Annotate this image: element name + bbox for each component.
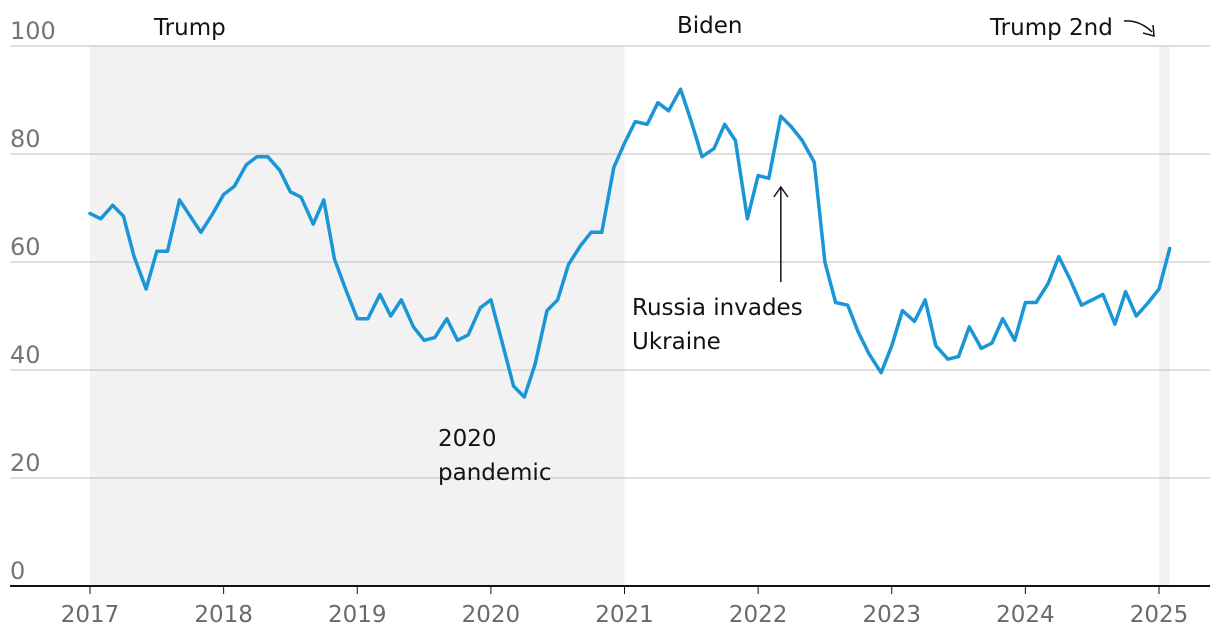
series-line: [88, 87, 1172, 399]
annotation-pandemic-line-1: pandemic: [438, 460, 551, 486]
gridlines-group: [10, 45, 1210, 479]
y-tick-label-100: 100: [10, 17, 56, 45]
period-label-trump-2nd: Trump 2nd: [989, 15, 1113, 41]
annotation-pandemic-line-0: 2020: [438, 426, 497, 452]
trump-2nd-arrow-head: [1142, 24, 1155, 38]
period-label-trump: Trump: [153, 15, 226, 41]
period-label-biden: Biden: [677, 13, 743, 39]
y-tick-label-20: 20: [10, 449, 41, 477]
series-group: [88, 87, 1172, 399]
y-tick-label-80: 80: [10, 125, 41, 153]
x-axis-group: 2017 2018 2019 2020 2021 2022 2023 2024 2025: [10, 585, 1210, 628]
y-axis-ticks-group: 0 20 40 60 80 100: [10, 17, 56, 585]
y-tick-label-0: 0: [10, 557, 25, 585]
period-shade-2: [1159, 46, 1170, 586]
x-tick-label-2023: 2023: [862, 602, 921, 628]
x-tick-label-2021: 2021: [595, 602, 654, 628]
x-tick-label-2022: 2022: [729, 602, 788, 628]
annotations-group: 2020 pandemic Russia invades Ukraine: [438, 185, 803, 486]
x-tick-label-2025: 2025: [1130, 602, 1189, 628]
x-tick-label-2018: 2018: [194, 602, 253, 628]
y-tick-label-40: 40: [10, 341, 41, 369]
period-labels-group: Trump Biden Trump 2nd: [153, 13, 1155, 41]
trump-2nd-arrow-shaft: [1123, 20, 1153, 33]
annotation-ukraine-arrow-head: [773, 185, 789, 198]
y-tick-label-60: 60: [10, 233, 41, 261]
annotation-ukraine-line-1: Ukraine: [632, 329, 721, 355]
period-shading-group: [90, 46, 1170, 586]
annotation-ukraine-line-0: Russia invades: [632, 295, 803, 321]
x-tick-label-2019: 2019: [328, 602, 387, 628]
x-tick-label-2017: 2017: [61, 602, 120, 628]
x-tick-label-2024: 2024: [996, 602, 1055, 628]
x-tick-label-2020: 2020: [462, 602, 521, 628]
